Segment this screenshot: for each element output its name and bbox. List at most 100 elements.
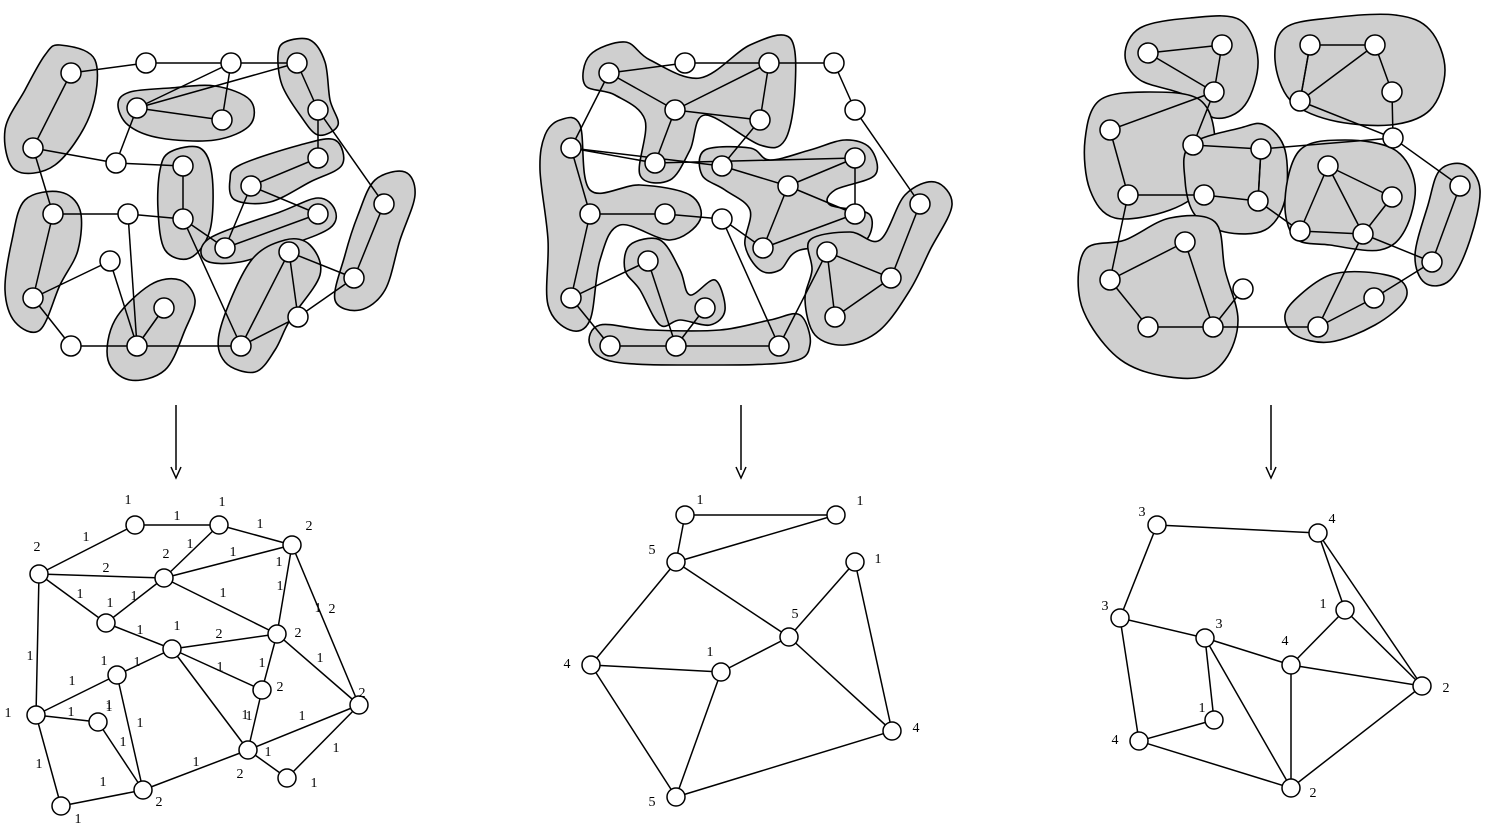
bottom-right-edge — [1138, 740, 1292, 789]
bottom-left-node — [88, 712, 108, 732]
bottom-left-node — [125, 515, 145, 535]
cluster-region — [539, 116, 703, 332]
top-right-node — [1193, 184, 1215, 206]
bottom-left-edge — [247, 704, 360, 751]
bottom-right-edge — [1317, 532, 1346, 611]
top-left-edge — [32, 72, 72, 149]
bottom-right-node — [1147, 515, 1167, 535]
bottom-left-edge-label: 1 — [217, 660, 224, 675]
top-right-node — [1203, 81, 1225, 103]
bottom-middle-node — [826, 505, 846, 525]
bottom-left-edge-label: 1 — [187, 537, 194, 552]
bottom-right-edge — [1290, 664, 1423, 687]
bottom-left-edge-label: 2 — [329, 602, 336, 617]
top-right-edge — [1260, 137, 1394, 150]
cluster-region — [1077, 214, 1239, 380]
bottom-left-node — [277, 768, 297, 788]
bottom-left-edge-label: 2 — [103, 561, 110, 576]
bottom-left-edge-label: 1 — [299, 709, 306, 724]
bottom-left-edge — [247, 689, 263, 751]
top-left-node — [307, 99, 329, 121]
bottom-left-node-label: 1 — [174, 619, 181, 634]
top-middle-node — [637, 250, 659, 272]
top-middle-node — [560, 287, 582, 309]
bottom-middle-node — [711, 662, 731, 682]
top-left-edge — [224, 185, 252, 249]
bottom-middle-edge — [788, 636, 893, 732]
bottom-left-node-label: 2 — [277, 680, 284, 695]
top-middle-edge — [674, 109, 761, 121]
top-right-node — [1099, 119, 1121, 141]
bottom-left-node — [209, 515, 229, 535]
top-left-node — [230, 335, 252, 357]
bottom-right-node-label: 3 — [1216, 617, 1223, 632]
bottom-left-edge-label: 1 — [220, 586, 227, 601]
bottom-middle-node-label: 1 — [697, 493, 704, 508]
top-middle-node — [768, 335, 790, 357]
bottom-left-edge — [116, 674, 144, 791]
bottom-left-node — [267, 624, 287, 644]
bottom-left-edge-label: 1 — [317, 651, 324, 666]
top-middle-node — [598, 62, 620, 84]
bottom-left-edge-label: 1 — [193, 755, 200, 770]
bottom-left-edge — [105, 622, 173, 650]
top-middle-node — [674, 52, 696, 74]
top-right-node — [1364, 34, 1386, 56]
bottom-left-node-label: 1 — [219, 495, 226, 510]
top-left-node — [220, 52, 242, 74]
bottom-middle-edge — [590, 664, 722, 673]
top-right-node — [1117, 184, 1139, 206]
top-middle-node — [844, 203, 866, 225]
bottom-left-node-label: 2 — [295, 626, 302, 641]
bottom-left-edge-label: 1 — [100, 775, 107, 790]
bottom-left-node — [133, 780, 153, 800]
bottom-left-edge-label: 1 — [77, 587, 84, 602]
bottom-right-edge — [1290, 685, 1423, 789]
cluster-region — [1284, 270, 1408, 344]
bottom-right-edge — [1119, 617, 1140, 742]
bottom-left-edge-label: 1 — [137, 716, 144, 731]
bottom-left-edge — [276, 633, 360, 706]
bottom-left-node-label: 1 — [106, 698, 113, 713]
top-middle-node — [844, 147, 866, 169]
bottom-right-node — [1281, 655, 1301, 675]
top-middle-edge — [826, 251, 892, 279]
top-left-edge — [288, 251, 355, 279]
bottom-left-edge — [105, 577, 165, 624]
bottom-left-node-label: 2 — [34, 540, 41, 555]
bottom-middle-node-label: 4 — [913, 721, 920, 736]
bottom-left-node-label: 1 — [75, 812, 82, 827]
top-left-edge — [70, 62, 147, 74]
bottom-left-edge — [38, 573, 165, 579]
bottom-left-node-label: 2 — [359, 686, 366, 701]
top-right-edge — [1299, 100, 1394, 139]
bottom-left-edge-label: 1 — [27, 649, 34, 664]
top-middle-node — [644, 152, 666, 174]
bottom-middle-node — [581, 655, 601, 675]
bottom-left-edge — [35, 714, 99, 723]
top-middle-edge — [890, 203, 921, 279]
top-middle-edge — [854, 109, 921, 205]
top-left-edge — [115, 162, 184, 167]
top-right-node — [1289, 220, 1311, 242]
top-right-node — [1289, 90, 1311, 112]
top-middle-edge — [608, 62, 686, 74]
top-middle-edge — [570, 147, 591, 215]
bottom-right-node-label: 3 — [1102, 599, 1109, 614]
bottom-left-node — [252, 680, 272, 700]
top-left-edge — [32, 213, 54, 299]
bottom-middle-node-label: 4 — [564, 657, 571, 672]
top-right-node — [1299, 34, 1321, 56]
top-right-edge — [1147, 44, 1223, 54]
bottom-left-edge-label: 1 — [242, 708, 249, 723]
bottom-left-edge — [163, 544, 293, 579]
top-left-edge — [288, 251, 299, 318]
top-right-node — [1307, 316, 1329, 338]
top-right-node — [1247, 190, 1269, 212]
top-right-node — [1174, 231, 1196, 253]
bottom-left-node-label: 2 — [163, 547, 170, 562]
bottom-left-edge — [163, 577, 278, 635]
top-left-node — [22, 287, 44, 309]
top-left-node — [42, 203, 64, 225]
